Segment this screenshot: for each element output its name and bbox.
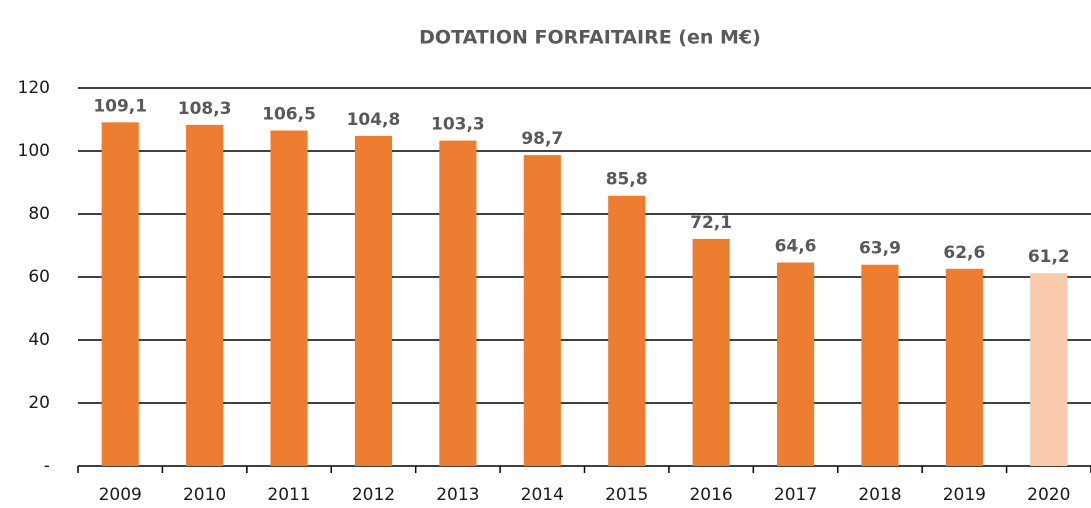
bar bbox=[776, 262, 815, 466]
x-tick-label: 2009 bbox=[99, 485, 142, 505]
bar bbox=[186, 124, 224, 466]
data-label: 72,1 bbox=[690, 213, 732, 233]
bar bbox=[608, 195, 646, 467]
x-tick-label: 2012 bbox=[352, 485, 395, 505]
x-tick-label: 2015 bbox=[605, 485, 648, 505]
bar bbox=[1030, 273, 1068, 466]
x-tick-label: 2013 bbox=[436, 485, 479, 505]
x-tick-label: 2019 bbox=[943, 485, 986, 505]
y-tick-label: 80 bbox=[28, 204, 50, 224]
data-label: 106,5 bbox=[262, 105, 316, 125]
bar bbox=[439, 140, 477, 467]
data-label: 61,2 bbox=[1028, 247, 1070, 267]
x-tick-label: 2017 bbox=[774, 485, 817, 505]
data-label: 64,6 bbox=[775, 237, 817, 257]
bar bbox=[523, 155, 561, 466]
x-tick-label: 2010 bbox=[183, 485, 226, 505]
x-tick-label: 2014 bbox=[521, 485, 564, 505]
y-tick-label: 40 bbox=[28, 330, 50, 350]
bar bbox=[861, 264, 899, 466]
data-label: 109,1 bbox=[93, 96, 147, 116]
x-tick-label: 2018 bbox=[858, 485, 901, 505]
y-tick-label: 20 bbox=[28, 393, 50, 413]
bar bbox=[270, 130, 308, 466]
x-tick-label: 2016 bbox=[689, 485, 732, 505]
chart-title: DOTATION FORFAITAIRE (en M€) bbox=[419, 27, 761, 49]
y-tick-label: - bbox=[44, 456, 50, 476]
data-label: 63,9 bbox=[859, 239, 901, 259]
data-label: 108,3 bbox=[178, 99, 232, 119]
data-label: 98,7 bbox=[521, 129, 563, 149]
bar bbox=[354, 135, 393, 466]
x-tick-label: 2011 bbox=[267, 485, 310, 505]
y-tick-label: 120 bbox=[18, 78, 50, 98]
bar bbox=[692, 238, 730, 466]
data-label: 103,3 bbox=[431, 115, 485, 135]
data-label: 85,8 bbox=[606, 170, 648, 190]
bar bbox=[945, 268, 983, 466]
bar bbox=[101, 122, 139, 467]
data-label: 62,6 bbox=[943, 243, 985, 263]
y-tick-label: 100 bbox=[18, 141, 50, 161]
data-label: 104,8 bbox=[347, 110, 401, 130]
x-tick-label: 2020 bbox=[1027, 485, 1070, 505]
y-tick-label: 60 bbox=[28, 267, 50, 287]
